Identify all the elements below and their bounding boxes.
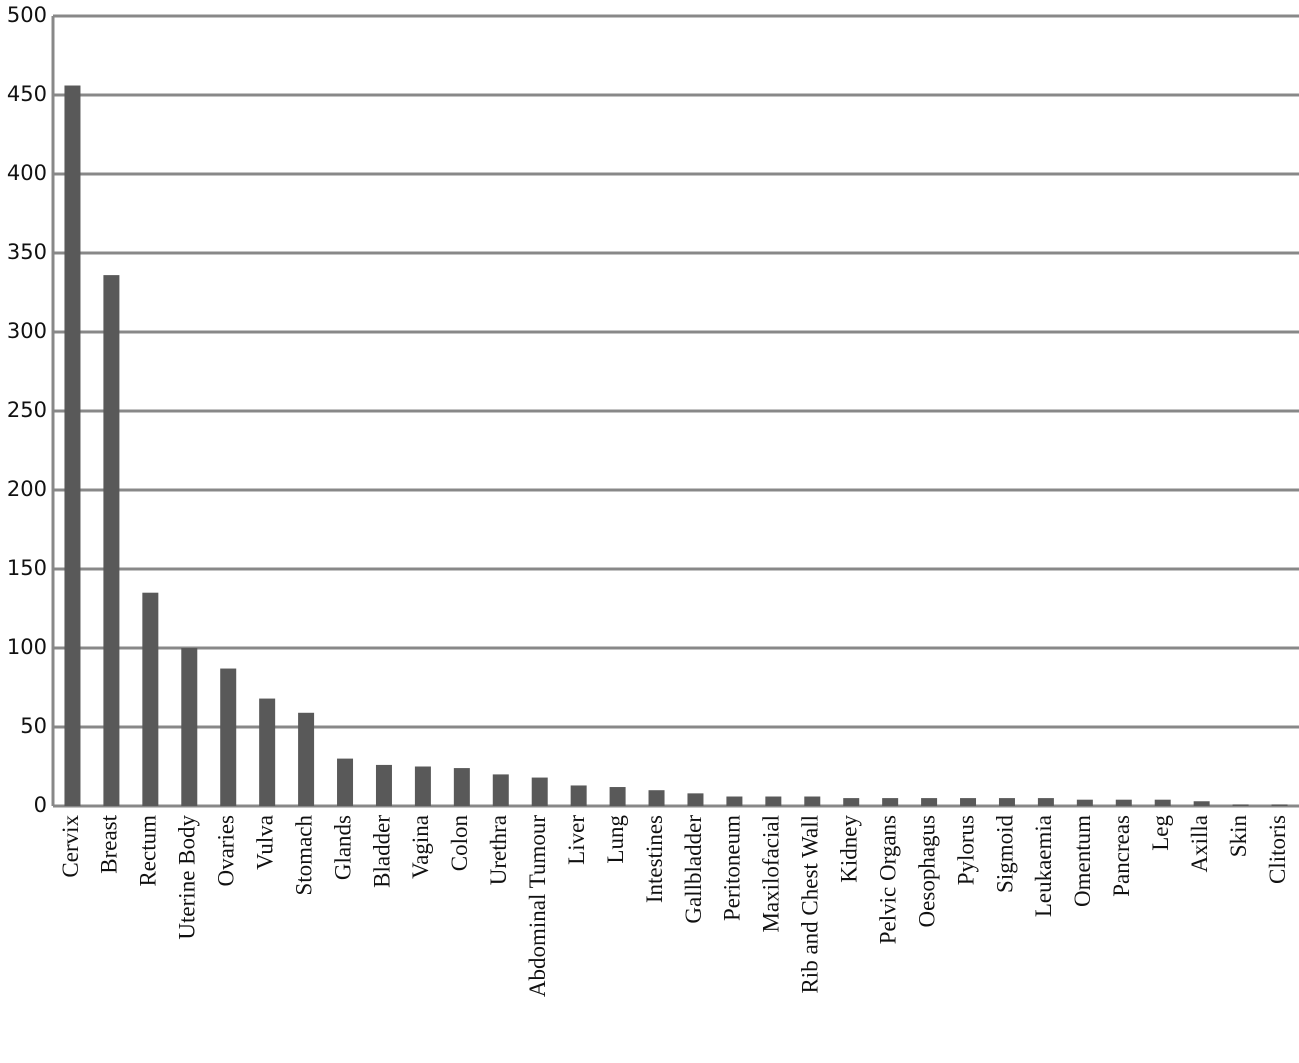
y-tick-label: 0 xyxy=(34,793,47,817)
x-tick-label: Stomach xyxy=(291,815,316,896)
x-tick-label: Bladder xyxy=(369,815,394,888)
bar xyxy=(259,698,276,806)
bar xyxy=(1076,799,1093,806)
x-tick-label: Vagina xyxy=(408,815,433,879)
y-tick-label: 400 xyxy=(7,161,47,185)
x-tick-label: Leukaemia xyxy=(1031,815,1056,917)
bar xyxy=(1037,798,1054,806)
y-tick-label: 150 xyxy=(7,556,47,580)
y-tick-label: 250 xyxy=(7,398,47,422)
x-tick-label: Rib and Chest Wall xyxy=(798,815,823,994)
bar xyxy=(960,798,977,806)
bar xyxy=(726,796,743,806)
x-tick-label: Intestines xyxy=(642,815,667,903)
y-tick-label: 300 xyxy=(7,319,47,343)
y-tick-label: 500 xyxy=(7,3,47,27)
bar xyxy=(921,798,938,806)
bar xyxy=(103,275,120,806)
bar xyxy=(414,766,431,806)
x-tick-label: Uterine Body xyxy=(175,815,200,940)
x-tick-label: Kidney xyxy=(837,815,862,883)
bar xyxy=(609,787,626,806)
bar xyxy=(687,793,704,806)
x-tick-label: Ovaries xyxy=(214,815,239,887)
x-tick-label: Urethra xyxy=(486,815,511,885)
bar xyxy=(142,592,159,806)
bar xyxy=(1271,804,1288,806)
x-tick-label: Cervix xyxy=(58,815,83,878)
x-tick-label: Maxilofacial xyxy=(759,815,784,933)
bar xyxy=(298,712,315,806)
x-tick-label: Axilla xyxy=(1187,815,1212,873)
bar xyxy=(765,796,782,806)
bar xyxy=(570,785,587,806)
bar xyxy=(64,85,81,806)
bar xyxy=(843,798,860,806)
x-tick-label: Liver xyxy=(564,815,589,865)
x-tick-label: Sigmoid xyxy=(992,815,1017,893)
x-tick-label: Abdominal Tumour xyxy=(525,815,550,997)
bar xyxy=(453,768,470,806)
x-tick-label: Pancreas xyxy=(1109,815,1134,897)
bar xyxy=(375,764,392,806)
x-tick-label: Pelvic Organs xyxy=(875,815,900,944)
x-tick-label: Peritoneum xyxy=(720,815,745,921)
x-tick-label: Breast xyxy=(97,814,122,873)
y-tick-label: 100 xyxy=(7,635,47,659)
bar xyxy=(220,668,237,806)
x-tick-label: Omentum xyxy=(1070,815,1095,907)
x-tick-label: Lung xyxy=(603,815,628,864)
x-tick-label: Vulva xyxy=(252,815,277,870)
x-tick-label: Rectum xyxy=(136,815,161,887)
bar xyxy=(1232,804,1249,806)
x-tick-label: Colon xyxy=(447,815,472,872)
x-tick-label: Pylorus xyxy=(953,815,978,885)
y-tick-label: 450 xyxy=(7,82,47,106)
y-tick-label: 350 xyxy=(7,240,47,264)
x-tick-label: Oesophagus xyxy=(914,815,939,927)
x-tick-label: Glands xyxy=(330,815,355,880)
y-tick-label: 50 xyxy=(20,714,47,738)
x-tick-label: Clitoris xyxy=(1265,815,1290,884)
bar xyxy=(492,774,509,806)
bar xyxy=(1154,799,1171,806)
bar xyxy=(1193,801,1210,806)
bar xyxy=(648,790,665,806)
x-tick-label: Leg xyxy=(1148,815,1173,851)
bar xyxy=(337,758,354,806)
bar xyxy=(998,798,1015,806)
bar xyxy=(181,648,198,806)
x-tick-label: Skin xyxy=(1226,815,1251,858)
bar xyxy=(882,798,899,806)
x-tick-label: Gallbladder xyxy=(681,815,706,924)
y-tick-label: 200 xyxy=(7,477,47,501)
bar xyxy=(804,796,821,806)
bar xyxy=(1115,799,1132,806)
bar xyxy=(531,777,548,806)
